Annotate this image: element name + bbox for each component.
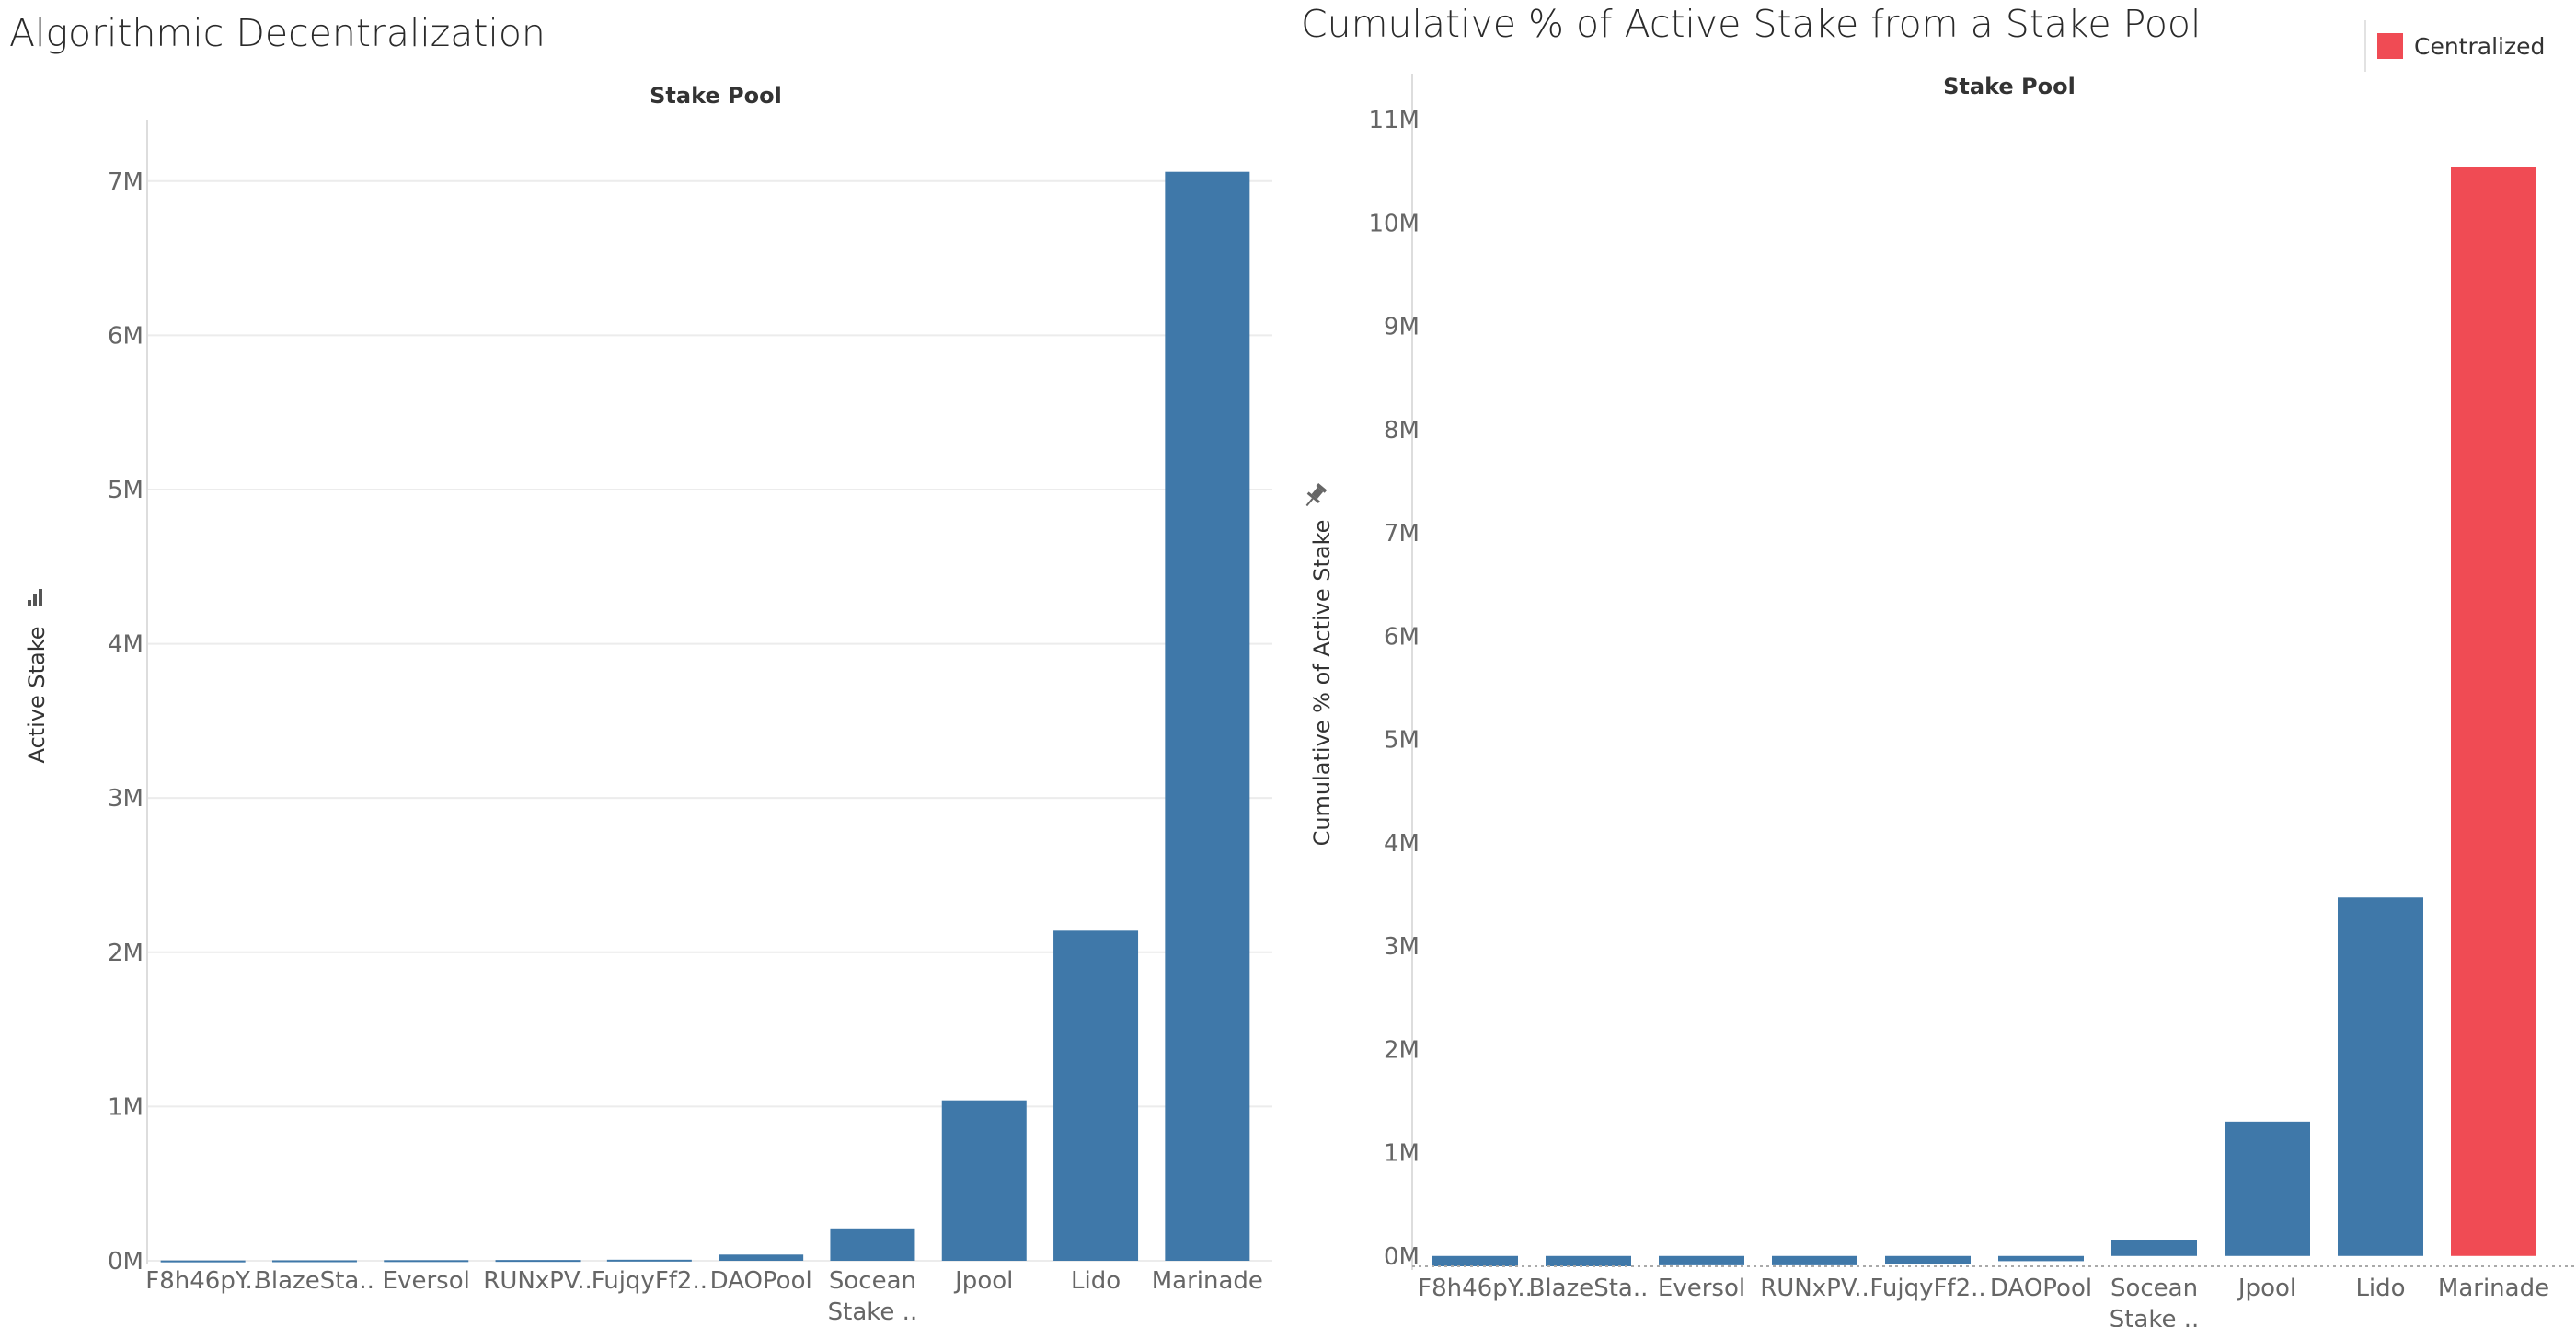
x-axis-title: Stake Pool	[1943, 74, 2076, 99]
y-axis: 0M 1M 2M 3M 4M 5M 6M 7M	[108, 120, 148, 1275]
chart-title: Algorithmic Decentralization	[9, 11, 546, 55]
x-tick-label: Eversol	[383, 1267, 470, 1295]
x-axis-title: Stake Pool	[650, 83, 782, 109]
y-tick-label: 4M	[108, 631, 144, 659]
x-tick-label: Eversol	[1658, 1275, 1745, 1302]
y-tick-label: 6M	[1384, 623, 1420, 651]
x-axis: F8h46pY..BlazeSta.. Eversol RUNxPV..FujqyF…	[1412, 1265, 2576, 1327]
bar-4[interactable]	[495, 1260, 581, 1263]
y-tick-label: 7M	[108, 168, 144, 196]
bar-2[interactable]	[1546, 1255, 1631, 1266]
y-tick-label: 11M	[1368, 107, 1420, 134]
legend: Centralized	[2364, 20, 2545, 72]
x-axis: F8h46pY..BlazeSta.. Eversol RUNxPV..FujqyF…	[145, 1267, 1263, 1326]
bars	[160, 171, 1250, 1263]
bar-10[interactable]	[2451, 167, 2536, 1256]
y-tick-label: 8M	[1384, 417, 1420, 444]
y-tick-label: 2M	[1384, 1036, 1420, 1064]
bar-9[interactable]	[1053, 930, 1139, 1261]
y-tick-label: 6M	[108, 322, 144, 350]
y-tick-label: 7M	[1384, 520, 1420, 548]
x-tick-label: F8h46pY..	[145, 1267, 260, 1295]
bars	[1432, 167, 2536, 1266]
x-tick-label: FujqyFf2..	[592, 1267, 707, 1295]
bar-6[interactable]	[1998, 1255, 2084, 1262]
bar-7[interactable]	[830, 1228, 915, 1261]
legend-swatch-centralized[interactable]	[2377, 33, 2403, 59]
x-tick-label: Socean Stake ..	[2110, 1275, 2200, 1327]
y-tick-label: 10M	[1368, 210, 1420, 237]
pin-icon[interactable]	[1301, 482, 1328, 511]
chart-panel-active-stake: Algorithmic Decentralization 0M 1M 2M 3M 4M 5…	[9, 11, 1272, 1326]
bar-7[interactable]	[2111, 1240, 2197, 1256]
y-tick-label: 1M	[108, 1093, 144, 1121]
legend-label: Centralized	[2414, 32, 2546, 60]
chart-panel-cumulative-stake: Cumulative % of Active Stake from a Stak…	[1288, 0, 2576, 1327]
x-tick-label: F8h46pY..	[1418, 1275, 1533, 1302]
y-tick-label: 9M	[1384, 314, 1420, 341]
y-tick-label: 1M	[1384, 1140, 1420, 1168]
x-tick-label: Marinade	[2438, 1275, 2549, 1302]
x-tick-label: Marinade	[1152, 1267, 1263, 1295]
x-tick-label: BlazeSta..	[255, 1267, 374, 1295]
y-tick-label: 2M	[108, 940, 144, 967]
bar-8[interactable]	[2225, 1121, 2310, 1256]
bar-3[interactable]	[1659, 1255, 1744, 1265]
bar-9[interactable]	[2338, 897, 2423, 1256]
x-tick-label: DAOPool	[1990, 1275, 2092, 1302]
y-tick-label: 4M	[1384, 830, 1420, 858]
bar-10[interactable]	[1165, 171, 1250, 1261]
y-axis-title: Active Stake	[24, 626, 50, 763]
bar-2[interactable]	[271, 1260, 357, 1263]
bar-chart-active-stake: 0M 1M 2M 3M 4M 5M 6M 7M F8h46pY..BlazeSta.. Ever…	[24, 83, 1272, 1326]
x-tick-label: BlazeSta..	[1529, 1275, 1649, 1302]
x-tick-label: RUNxPV..	[1760, 1275, 1869, 1302]
bar-4[interactable]	[1772, 1255, 1857, 1265]
x-tick-label: FujqyFf2..	[1869, 1275, 1985, 1302]
bar-3[interactable]	[384, 1260, 469, 1263]
bar-5[interactable]	[1885, 1255, 1971, 1264]
x-tick-label: Jpool	[2237, 1275, 2296, 1302]
bar-1[interactable]	[1432, 1255, 1518, 1266]
bar-8[interactable]	[941, 1100, 1027, 1261]
x-tick-label: RUNxPV..	[483, 1267, 592, 1295]
x-tick-label: Socean Stake ..	[828, 1267, 918, 1326]
chart-title: Cumulative % of Active Stake from a Stak…	[1301, 2, 2202, 46]
y-tick-label: 0M	[108, 1248, 144, 1275]
y-tick-label: 3M	[108, 785, 144, 813]
bar-6[interactable]	[719, 1254, 804, 1261]
x-tick-label: Lido	[2355, 1275, 2405, 1302]
bar-5[interactable]	[606, 1259, 692, 1262]
y-axis-title: Cumulative % of Active Stake	[1309, 520, 1335, 847]
y-tick-label: 5M	[1384, 727, 1420, 755]
bar-1[interactable]	[160, 1260, 246, 1263]
y-tick-label: 5M	[108, 477, 144, 504]
sort-icon[interactable]	[28, 589, 42, 606]
x-tick-label: DAOPool	[710, 1267, 812, 1295]
x-tick-label: Lido	[1071, 1267, 1121, 1295]
y-tick-label: 3M	[1384, 933, 1420, 961]
x-tick-label: Jpool	[953, 1267, 1013, 1295]
